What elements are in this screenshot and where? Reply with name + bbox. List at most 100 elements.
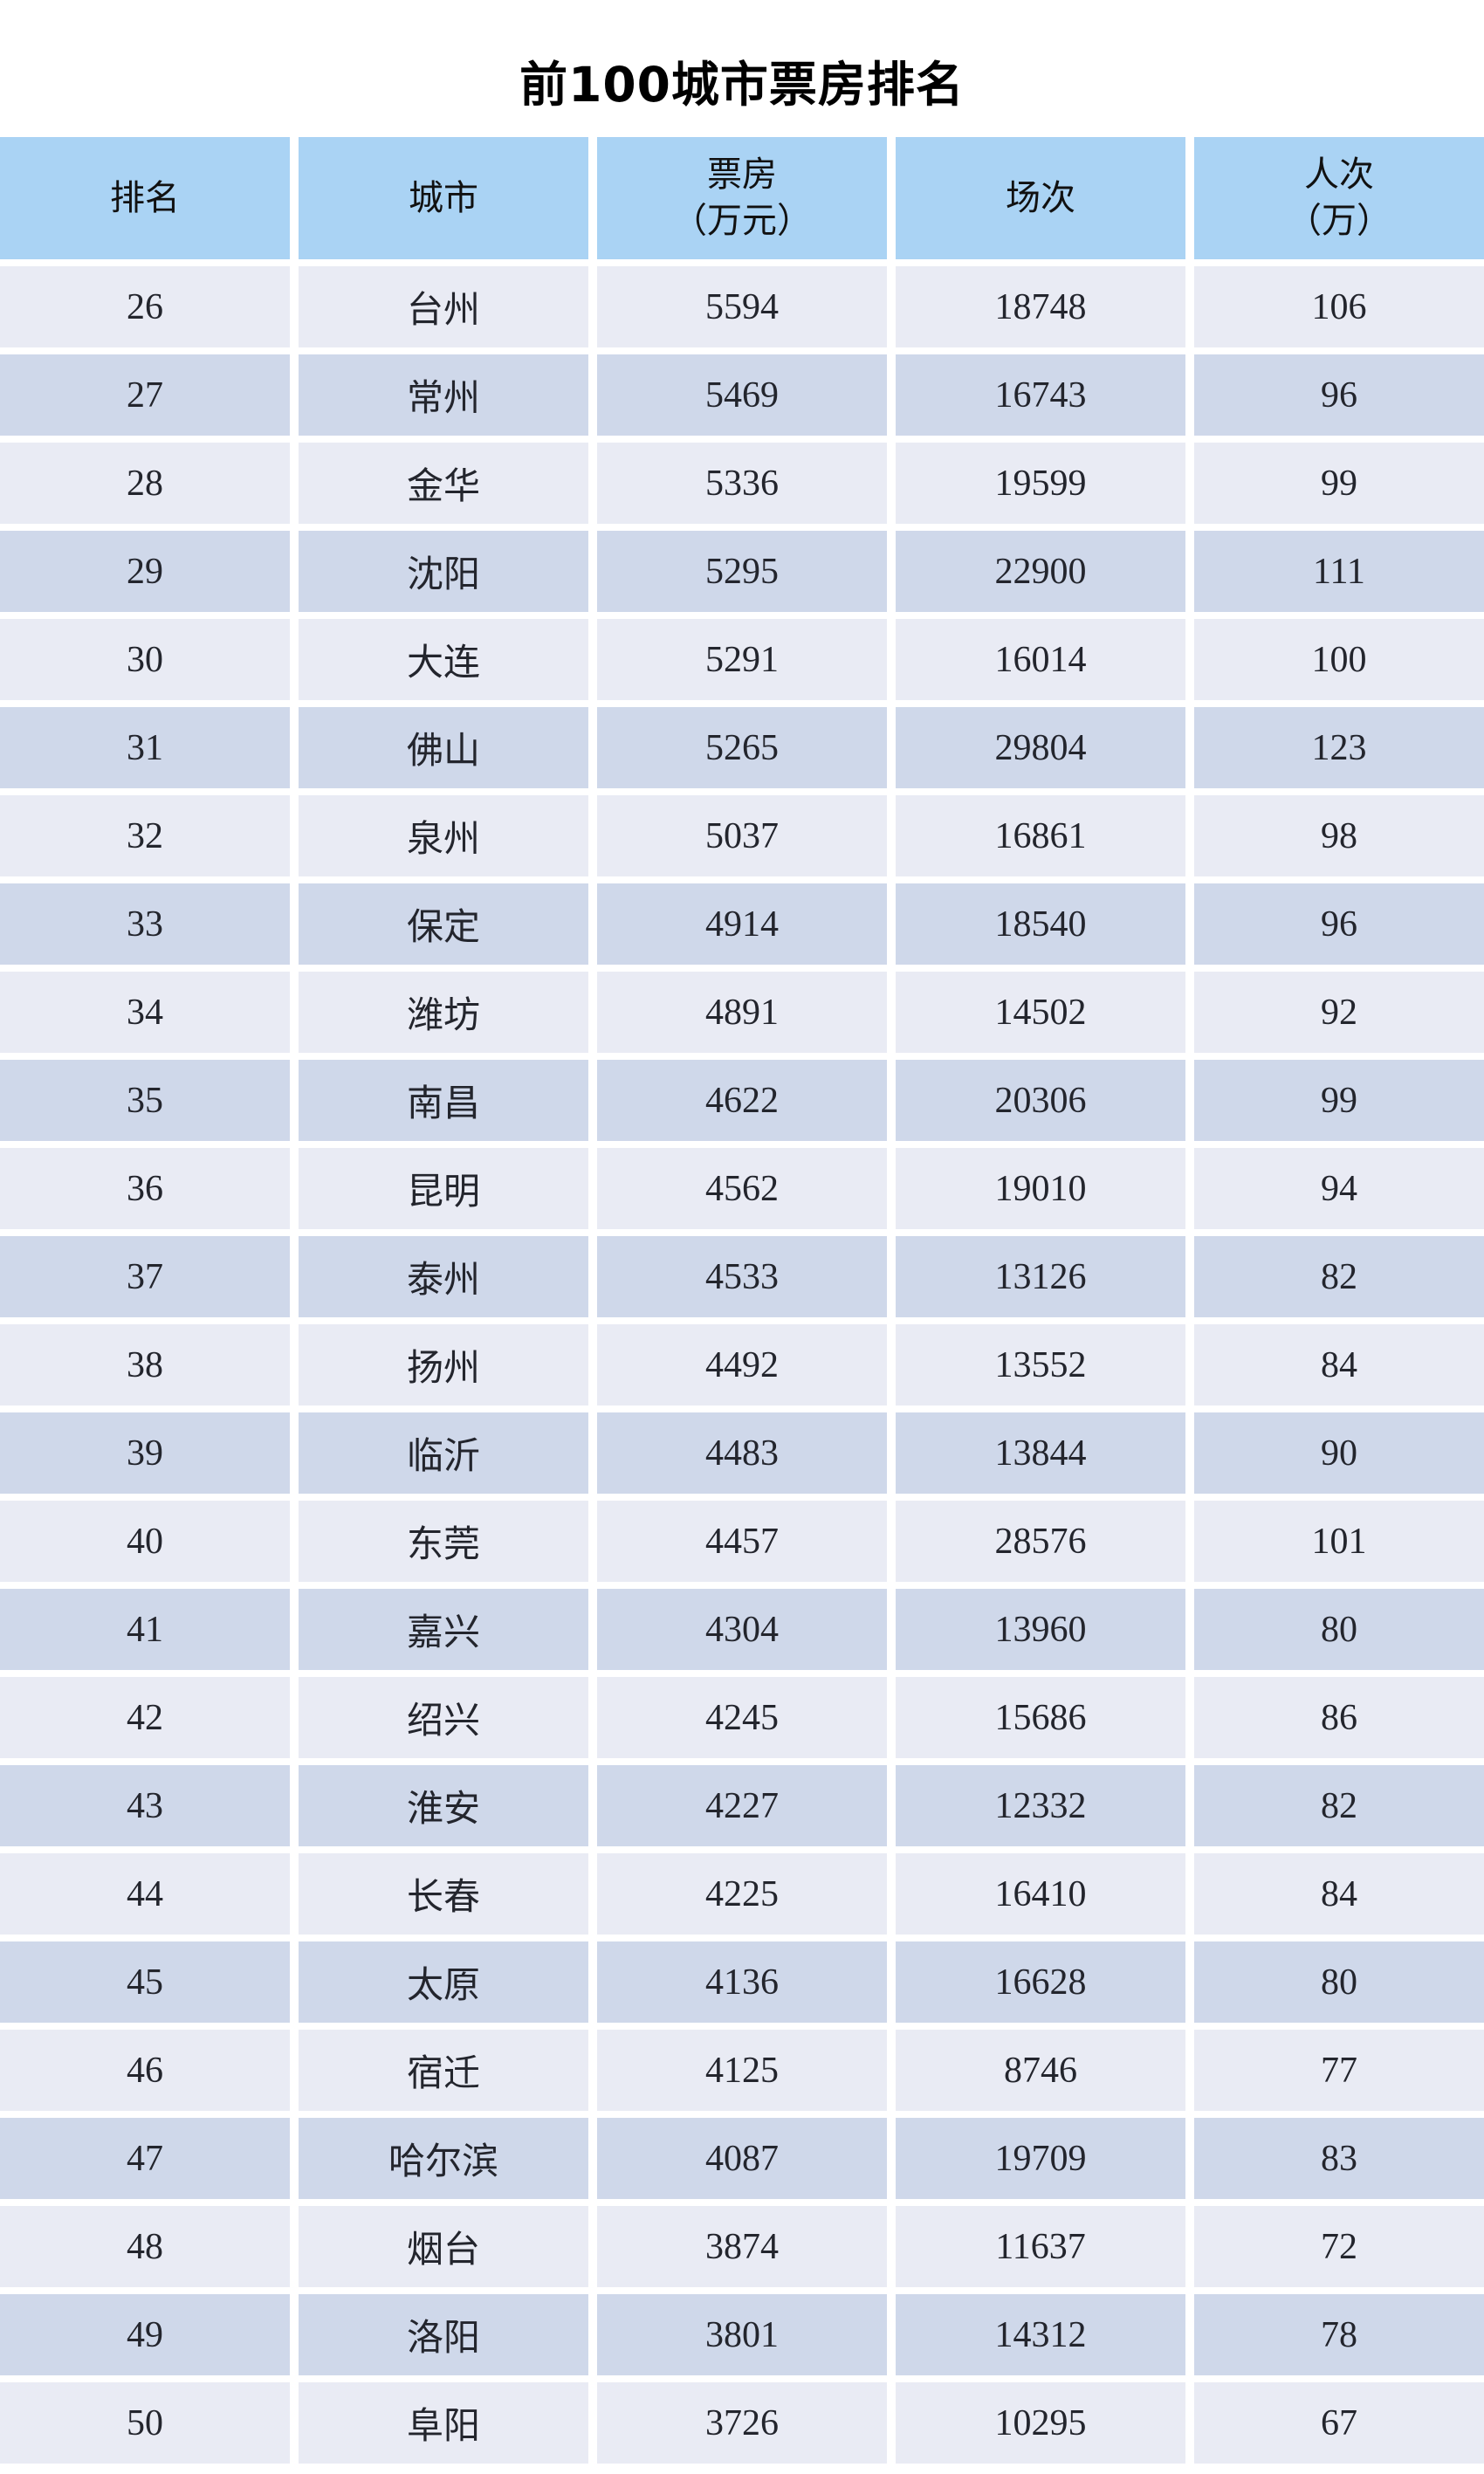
cell-rank: 50 (0, 2382, 290, 2464)
cell-city: 昆明 (299, 1148, 588, 1229)
cell-box-office: 4125 (597, 2030, 887, 2111)
cell-box-office: 4136 (597, 1941, 887, 2023)
cell-admissions: 96 (1194, 883, 1484, 965)
cell-admissions: 77 (1194, 2030, 1484, 2111)
cell-box-office: 3726 (597, 2382, 887, 2464)
cell-rank: 49 (0, 2294, 290, 2375)
cell-admissions: 84 (1194, 1324, 1484, 1405)
cell-box-office: 4622 (597, 1060, 887, 1141)
cell-rank: 40 (0, 1501, 290, 1582)
cell-admissions: 83 (1194, 2118, 1484, 2199)
cell-city: 大连 (299, 619, 588, 700)
cell-city: 常州 (299, 354, 588, 436)
cell-sessions: 8746 (896, 2030, 1185, 2111)
cell-sessions: 13552 (896, 1324, 1185, 1405)
cell-admissions: 123 (1194, 707, 1484, 788)
cell-admissions: 98 (1194, 795, 1484, 876)
cell-admissions: 67 (1194, 2382, 1484, 2464)
cell-admissions: 86 (1194, 1677, 1484, 1758)
cell-admissions: 82 (1194, 1236, 1484, 1317)
cell-admissions: 80 (1194, 1589, 1484, 1670)
column-header-line: （万元） (672, 201, 812, 240)
cell-box-office: 4304 (597, 1589, 887, 1670)
cell-sessions: 13960 (896, 1589, 1185, 1670)
cell-box-office: 5265 (597, 707, 887, 788)
cell-box-office: 5295 (597, 531, 887, 612)
cell-box-office: 3874 (597, 2206, 887, 2287)
cell-box-office: 4562 (597, 1148, 887, 1229)
cell-city: 潍坊 (299, 972, 588, 1053)
column-header-line: 排名 (110, 177, 180, 217)
column-header-sessions: 场次 (896, 137, 1185, 259)
cell-box-office: 4891 (597, 972, 887, 1053)
cell-city: 台州 (299, 266, 588, 347)
cell-sessions: 10295 (896, 2382, 1185, 2464)
column-header-line: 场次 (1006, 177, 1075, 217)
cell-sessions: 12332 (896, 1765, 1185, 1846)
cell-city: 绍兴 (299, 1677, 588, 1758)
cell-rank: 36 (0, 1148, 290, 1229)
cell-city: 泉州 (299, 795, 588, 876)
cell-city: 嘉兴 (299, 1589, 588, 1670)
cell-box-office: 3801 (597, 2294, 887, 2375)
cell-admissions: 90 (1194, 1412, 1484, 1494)
cell-rank: 28 (0, 443, 290, 524)
cell-rank: 38 (0, 1324, 290, 1405)
cell-rank: 35 (0, 1060, 290, 1141)
column-header-admissions: 人次 （万） (1194, 137, 1484, 259)
cell-rank: 44 (0, 1853, 290, 1935)
cell-city: 宿迁 (299, 2030, 588, 2111)
cell-box-office: 4914 (597, 883, 887, 965)
cell-admissions: 82 (1194, 1765, 1484, 1846)
cell-rank: 33 (0, 883, 290, 965)
cell-box-office: 4483 (597, 1412, 887, 1494)
cell-admissions: 84 (1194, 1853, 1484, 1935)
cell-rank: 27 (0, 354, 290, 436)
cell-city: 沈阳 (299, 531, 588, 612)
cell-city: 东莞 (299, 1501, 588, 1582)
cell-sessions: 14312 (896, 2294, 1185, 2375)
cell-sessions: 13126 (896, 1236, 1185, 1317)
cell-admissions: 78 (1194, 2294, 1484, 2375)
cell-sessions: 19010 (896, 1148, 1185, 1229)
cell-sessions: 13844 (896, 1412, 1185, 1494)
ranking-table: 排名 城市 票房 （万元） 场次 人次 （万） 26 台州 5594 18748 106 27 常州 546… (0, 137, 1484, 2464)
cell-rank: 37 (0, 1236, 290, 1317)
cell-sessions: 11637 (896, 2206, 1185, 2287)
cell-city: 淮安 (299, 1765, 588, 1846)
cell-admissions: 106 (1194, 266, 1484, 347)
cell-admissions: 92 (1194, 972, 1484, 1053)
cell-rank: 48 (0, 2206, 290, 2287)
cell-rank: 26 (0, 266, 290, 347)
page-title: 前100城市票房排名 (519, 57, 965, 113)
cell-city: 扬州 (299, 1324, 588, 1405)
cell-city: 洛阳 (299, 2294, 588, 2375)
cell-sessions: 28576 (896, 1501, 1185, 1582)
cell-city: 南昌 (299, 1060, 588, 1141)
column-header-line: 人次 (1304, 155, 1374, 195)
cell-box-office: 5594 (597, 266, 887, 347)
cell-city: 金华 (299, 443, 588, 524)
column-header-line: 城市 (409, 177, 478, 217)
cell-rank: 39 (0, 1412, 290, 1494)
cell-city: 哈尔滨 (299, 2118, 588, 2199)
cell-sessions: 16743 (896, 354, 1185, 436)
cell-city: 烟台 (299, 2206, 588, 2287)
cell-box-office: 4227 (597, 1765, 887, 1846)
column-header-city: 城市 (299, 137, 588, 259)
column-header-line: 票房 (707, 155, 777, 195)
cell-box-office: 4087 (597, 2118, 887, 2199)
cell-admissions: 96 (1194, 354, 1484, 436)
cell-admissions: 72 (1194, 2206, 1484, 2287)
cell-city: 泰州 (299, 1236, 588, 1317)
cell-rank: 34 (0, 972, 290, 1053)
cell-box-office: 5469 (597, 354, 887, 436)
cell-box-office: 4533 (597, 1236, 887, 1317)
cell-rank: 45 (0, 1941, 290, 2023)
cell-box-office: 4492 (597, 1324, 887, 1405)
cell-sessions: 14502 (896, 972, 1185, 1053)
cell-sessions: 16014 (896, 619, 1185, 700)
cell-admissions: 99 (1194, 1060, 1484, 1141)
cell-box-office: 4245 (597, 1677, 887, 1758)
cell-box-office: 4457 (597, 1501, 887, 1582)
